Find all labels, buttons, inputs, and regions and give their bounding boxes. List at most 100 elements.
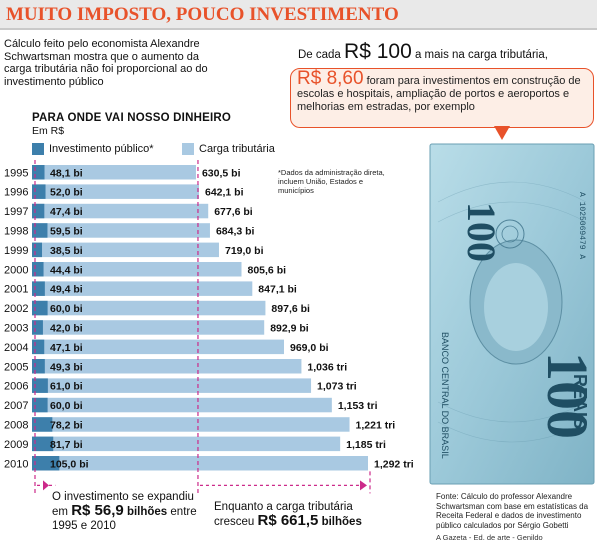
investment-summary-text: O investimento se expandiu em (52, 491, 194, 518)
investment-summary-unit: bilhões (126, 506, 168, 518)
tax-value-label: 630,5 bi (202, 167, 241, 179)
tax-bar (32, 223, 210, 238)
legend-investment-label: Investimento público* (49, 143, 154, 155)
legend-investment-swatch (32, 143, 44, 155)
tax-value-label: 642,1 bi (205, 187, 244, 199)
banknote-denomination-bottom: 100 (535, 352, 596, 439)
legend-investment: Investimento público* (32, 143, 154, 155)
year-label: 1999 (4, 245, 28, 257)
investment-bar (32, 184, 46, 199)
callout-suffix: a mais na carga tributária, (414, 49, 548, 61)
investment-value-label: 61,0 bi (50, 381, 83, 393)
year-label: 1996 (4, 187, 28, 199)
investment-bar (32, 456, 60, 471)
investment-bar (32, 281, 45, 296)
tax-value-label: 897,6 bi (271, 303, 310, 315)
investment-bar (32, 300, 48, 316)
tax-value-label: 1,221 tri (356, 419, 396, 431)
tax-bar (32, 397, 332, 413)
tax-value-label: 1,073 tri (317, 381, 357, 393)
investment-summary-period: entre 1995 e 2010 (52, 506, 197, 532)
tax-bar (32, 456, 368, 471)
year-label: 2008 (4, 419, 28, 431)
investment-value-label: 47,4 bi (50, 206, 83, 218)
source-note: Fonte: Cálculo do professor Alexandre Sc… (436, 492, 589, 530)
year-label: 1998 (4, 225, 28, 237)
investment-value-label: 60,0 bi (50, 303, 83, 315)
investment-value-label: 42,0 bi (50, 322, 83, 334)
tax-bar (32, 378, 312, 393)
year-label: 2000 (4, 264, 28, 276)
tax-bar (32, 300, 266, 316)
tax-bar (32, 359, 302, 374)
page-title: MUITO IMPOSTO, POUCO INVESTIMENTO (0, 0, 597, 30)
banknote-illustration: 100 100 REAIS BANCO CENTRAL DO BRASIL A … (429, 143, 596, 485)
tax-bar (32, 320, 265, 335)
year-label: 2002 (4, 303, 28, 315)
investment-value-label: 81,7 bi (50, 439, 83, 451)
banknote-bank-name: BANCO CENTRAL DO BRASIL (440, 332, 450, 459)
investment-bar (32, 436, 54, 452)
year-label: 2003 (4, 322, 28, 334)
investment-summary-amount: R$ 56,9 (71, 502, 124, 519)
callout-box-amount: R$ 8,60 (297, 68, 364, 89)
investment-bar (32, 320, 43, 335)
legend-tax: Carga tributária (182, 143, 275, 155)
tax-value-label: 892,9 bi (270, 322, 309, 334)
investment-range-arrow (43, 480, 49, 491)
tax-bar (32, 184, 199, 199)
tax-value-label: 969,0 bi (290, 342, 329, 354)
investment-bar (32, 242, 43, 258)
tax-bar (32, 436, 341, 452)
tax-range-arrow (360, 480, 367, 491)
investment-bar (32, 223, 48, 238)
intro-text: Cálculo feito pelo economista Alexandre … (4, 38, 208, 88)
year-label: 2009 (4, 439, 28, 451)
year-label: 1997 (4, 206, 28, 218)
investment-bar (32, 397, 48, 413)
tax-summary-unit: bilhões (321, 516, 362, 528)
investment-bar (32, 378, 48, 393)
investment-value-label: 47,1 bi (50, 342, 83, 354)
year-label: 2006 (4, 381, 28, 393)
callout-box: R$ 8,60 foram para investimentos em cons… (290, 68, 594, 128)
investment-bar (32, 262, 44, 277)
investment-value-label: 48,1 bi (50, 167, 83, 179)
tax-bar (32, 281, 253, 296)
tax-bar (32, 417, 350, 432)
tax-bar (32, 339, 284, 355)
chart-title: PARA ONDE VAI NOSSO DINHEIRO (32, 112, 231, 124)
tax-value-label: 805,6 bi (248, 264, 287, 276)
investment-value-label: 59,5 bi (50, 225, 83, 237)
tax-value-label: 1,153 tri (338, 400, 378, 412)
credit-line: A Gazeta - Ed. de arte - Genildo (436, 533, 543, 542)
investment-value-label: 49,3 bi (50, 361, 83, 373)
banknote-currency: REAIS (570, 374, 590, 429)
tax-value-label: 684,3 bi (216, 225, 255, 237)
investment-bar (32, 359, 45, 374)
year-label: 2005 (4, 361, 28, 373)
investment-value-label: 60,0 bi (50, 400, 83, 412)
investment-value-label: 38,5 bi (50, 245, 83, 257)
tax-summary-text: Enquanto a carga tributária cresceu (214, 501, 353, 528)
legend-tax-label: Carga tributária (199, 143, 275, 155)
tax-value-label: 1,185 tri (346, 439, 386, 451)
tax-value-label: 847,1 bi (258, 284, 297, 296)
chart-footnote: *Dados da administração direta, incluem … (278, 168, 385, 195)
callout-headline: De cada R$ 100 a mais na carga tributári… (298, 40, 548, 64)
year-label: 2004 (4, 342, 28, 354)
investment-bar (32, 203, 45, 219)
callout-pointer (494, 126, 510, 140)
tax-value-label: 719,0 bi (225, 245, 264, 257)
investment-value-label: 49,4 bi (50, 284, 83, 296)
callout-prefix: De cada (298, 49, 341, 61)
bar-chart: 1995 48,1 bi 630,5 bi 1996 52,0 bi 642,1 bi 19… (4, 160, 414, 494)
banknote-denomination-top: 100 (459, 202, 504, 262)
investment-summary: O investimento se expandiu em R$ 56,9 bi… (52, 490, 202, 533)
year-label: 2010 (4, 458, 28, 470)
investment-value-label: 44,4 bi (50, 264, 83, 276)
investment-bar (32, 165, 45, 180)
investment-value-label: 52,0 bi (50, 187, 83, 199)
callout-box-text: foram para investimentos em construção d… (297, 75, 581, 113)
tax-value-label: 1,036 tri (307, 361, 347, 373)
